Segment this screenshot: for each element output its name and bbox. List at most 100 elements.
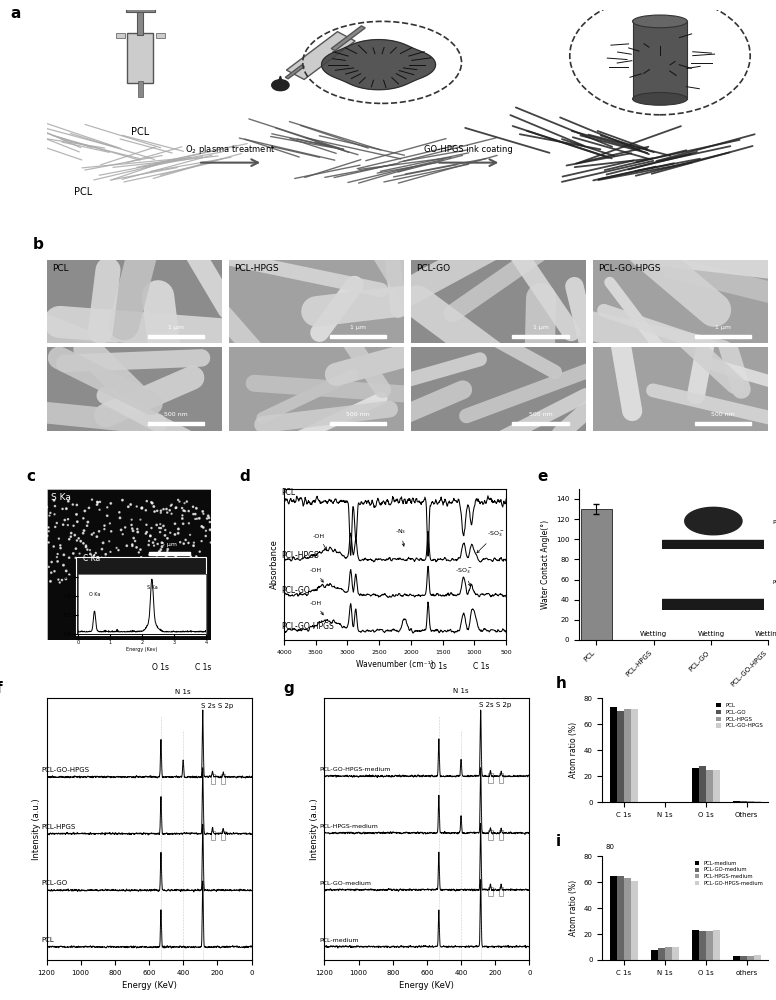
Circle shape — [272, 80, 289, 91]
FancyBboxPatch shape — [156, 33, 165, 38]
Y-axis label: Atom ratio (%): Atom ratio (%) — [569, 880, 578, 936]
Text: -OH: -OH — [310, 601, 324, 615]
Text: 500 nm: 500 nm — [711, 412, 735, 417]
Point — [740, 14, 752, 30]
Text: -SO$_3^-$: -SO$_3^-$ — [477, 529, 504, 553]
Bar — [610, 707, 617, 802]
Text: Wetting: Wetting — [755, 631, 776, 637]
Text: h: h — [556, 676, 566, 691]
Bar — [706, 770, 712, 802]
Text: g: g — [283, 681, 294, 696]
Bar — [624, 878, 631, 960]
Text: -OH: -OH — [313, 534, 327, 549]
Text: C Ka: C Ka — [83, 554, 100, 563]
Legend: PCL-medium, PCL-GO-medium, PCL-HPGS-medium, PCL-GO-HPGS-medium: PCL-medium, PCL-GO-medium, PCL-HPGS-medi… — [692, 859, 766, 888]
Bar — [499, 830, 504, 840]
Bar — [488, 773, 493, 783]
Text: PCL-HPGS: PCL-HPGS — [41, 824, 76, 830]
Text: O Ka: O Ka — [78, 580, 95, 589]
Bar — [672, 947, 679, 960]
Ellipse shape — [632, 15, 688, 28]
Text: O 1s: O 1s — [153, 663, 169, 672]
Text: PCL: PCL — [52, 264, 68, 273]
Bar — [712, 770, 719, 802]
Text: PCL-GO: PCL-GO — [41, 880, 68, 886]
Text: c: c — [27, 469, 36, 484]
Text: PCL-HPGS-medium: PCL-HPGS-medium — [319, 824, 378, 829]
Bar — [210, 774, 215, 784]
Bar — [695, 422, 750, 425]
FancyBboxPatch shape — [126, 8, 155, 12]
Text: PCL-HPGS: PCL-HPGS — [234, 264, 279, 273]
Legend: PCL, PCL-GO, PCL-HPGS, PCL-GO-HPGS: PCL, PCL-GO, PCL-HPGS, PCL-GO-HPGS — [714, 701, 765, 731]
Bar — [148, 552, 189, 555]
Text: N 1s: N 1s — [175, 689, 191, 695]
Text: PCL: PCL — [281, 488, 295, 497]
Bar — [665, 947, 672, 960]
Text: C 1s: C 1s — [195, 663, 211, 672]
Text: O$_2$ plasma treatment: O$_2$ plasma treatment — [185, 143, 275, 156]
Point — [299, 1, 311, 17]
Bar — [221, 774, 225, 784]
Text: 1 μm: 1 μm — [715, 325, 731, 330]
FancyBboxPatch shape — [138, 81, 143, 97]
Text: 5 μm: 5 μm — [161, 542, 177, 547]
Bar — [610, 876, 617, 960]
Bar — [733, 956, 740, 960]
Text: PCL-GO-HPGS: PCL-GO-HPGS — [41, 767, 89, 773]
Text: PCL-GO-medium: PCL-GO-medium — [319, 881, 372, 886]
Bar — [488, 830, 493, 840]
Text: a: a — [10, 6, 21, 21]
Text: 80: 80 — [605, 844, 615, 850]
Text: Wetting: Wetting — [640, 631, 667, 637]
Bar — [210, 831, 215, 840]
Polygon shape — [286, 32, 355, 79]
Text: e: e — [538, 469, 548, 484]
Text: 1 μm: 1 μm — [532, 325, 549, 330]
Text: PCL-HPGS: PCL-HPGS — [281, 551, 319, 560]
Bar — [488, 887, 493, 896]
Bar — [499, 773, 504, 783]
FancyBboxPatch shape — [127, 33, 154, 83]
Text: 1 μm: 1 μm — [168, 325, 184, 330]
Text: S Ka: S Ka — [51, 493, 71, 502]
Point — [427, 8, 439, 24]
Y-axis label: Intensity (a.u.): Intensity (a.u.) — [310, 798, 319, 860]
Text: PCL-medium: PCL-medium — [319, 938, 359, 943]
Text: PCL-GO-HPGS: PCL-GO-HPGS — [281, 622, 334, 631]
Text: Wetting: Wetting — [698, 631, 725, 637]
Bar — [617, 876, 624, 960]
Text: 1 μm: 1 μm — [350, 325, 366, 330]
Text: f: f — [0, 681, 2, 696]
Text: 500 nm: 500 nm — [165, 412, 188, 417]
Text: -OH: -OH — [310, 568, 324, 582]
Y-axis label: Water Contact Angle(°): Water Contact Angle(°) — [542, 520, 550, 609]
Bar — [331, 422, 386, 425]
Text: PCL-GO: PCL-GO — [416, 264, 450, 273]
X-axis label: Energy (KeV): Energy (KeV) — [122, 981, 176, 990]
Bar — [512, 422, 569, 425]
Bar — [148, 335, 204, 338]
Point — [263, 11, 275, 27]
Bar — [747, 956, 753, 960]
Polygon shape — [321, 40, 435, 90]
Bar — [692, 768, 699, 802]
Point — [729, 22, 742, 38]
Bar — [699, 766, 706, 802]
Text: PCL-GO: PCL-GO — [281, 586, 310, 595]
Y-axis label: Absorbance: Absorbance — [269, 540, 279, 589]
Bar — [512, 335, 569, 338]
Text: S Ka: S Ka — [126, 580, 142, 589]
Bar — [221, 831, 225, 840]
Bar — [148, 422, 204, 425]
Polygon shape — [276, 76, 285, 90]
Ellipse shape — [632, 92, 688, 105]
Bar — [692, 930, 699, 960]
Bar — [699, 931, 706, 960]
Bar — [580, 509, 612, 640]
Text: b: b — [33, 237, 43, 252]
Text: S 2s S 2p: S 2s S 2p — [201, 703, 234, 709]
Polygon shape — [331, 26, 365, 51]
X-axis label: Wavenumber (cm⁻¹): Wavenumber (cm⁻¹) — [356, 660, 434, 669]
Text: PCL: PCL — [131, 127, 150, 137]
